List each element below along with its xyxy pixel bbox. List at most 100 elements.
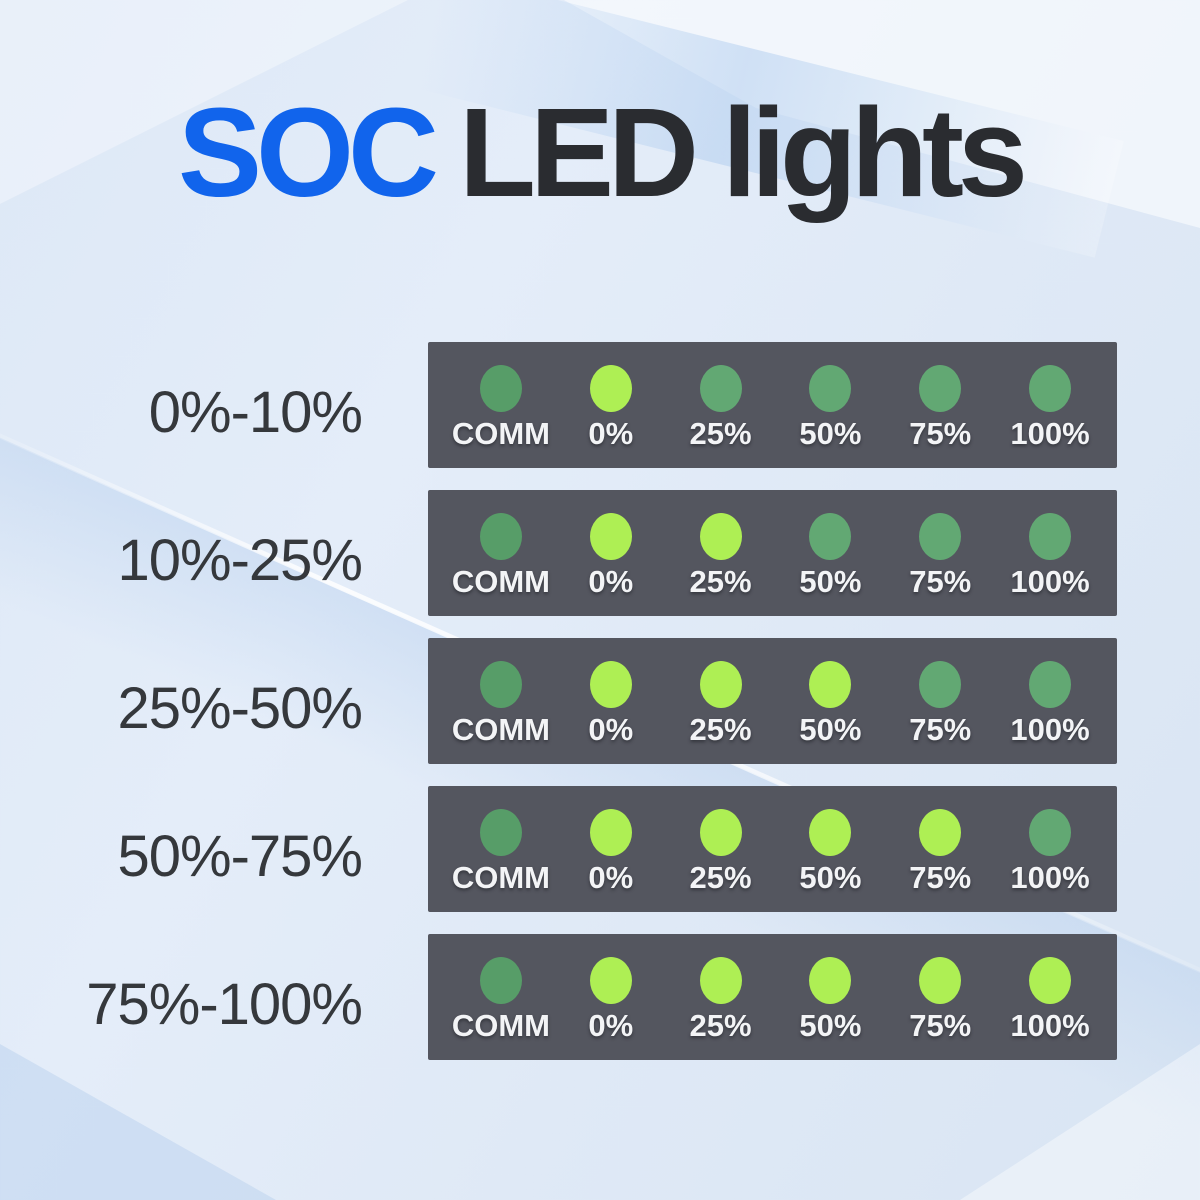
led-label: 0% [588,415,634,451]
led-indicator [699,956,742,1004]
led-cell: 25% [666,642,776,764]
comm-led-indicator [479,808,522,856]
led-panel: COMM 0% 25% 50% 75% 100% [428,638,1117,764]
led-cell: 75% [885,494,995,616]
led-indicator [919,808,962,856]
led-label: 0% [588,1007,634,1043]
led-indicator [699,364,742,412]
soc-range-label: 75%-100% [86,971,363,1037]
led-label: COMM [451,1007,550,1043]
led-indicator [1029,808,1072,856]
led-cell: 100% [995,790,1105,912]
led-cell: COMM [446,938,556,1060]
led-label: 75% [909,415,972,451]
led-cell: 75% [885,346,995,468]
led-label: COMM [451,563,550,599]
page-title: SOC LED lights [0,90,1200,216]
led-cell: COMM [446,494,556,616]
led-label: 0% [588,859,634,895]
soc-range-label: 0%-10% [148,379,363,445]
led-cell: 25% [666,938,776,1060]
led-cell: 75% [885,642,995,764]
led-cell: 0% [556,938,666,1060]
led-label: 50% [799,563,862,599]
led-cell: 75% [885,790,995,912]
led-indicator [1029,660,1072,708]
comm-led-indicator [479,512,522,560]
led-indicator [589,956,632,1004]
led-cell: COMM [446,790,556,912]
title-rest: LED lights [459,82,1028,223]
soc-row: 75%-100% COMM 0% 25% 50% 75% 100% [0,934,1200,1060]
led-label: 25% [689,1007,752,1043]
led-cell: 75% [885,938,995,1060]
led-label: 50% [799,859,862,895]
led-indicator [919,660,962,708]
soc-row: 50%-75% COMM 0% 25% 50% 75% 100% [0,786,1200,912]
led-indicator [1029,364,1072,412]
led-label: 75% [909,859,972,895]
led-indicator [699,660,742,708]
led-cell: COMM [446,346,556,468]
led-cell: 25% [666,346,776,468]
led-cell: 50% [775,938,885,1060]
led-indicator [919,956,962,1004]
led-indicator [589,808,632,856]
led-label: 50% [799,711,862,747]
led-indicator [809,660,852,708]
led-indicator [1029,956,1072,1004]
led-indicator [699,512,742,560]
led-indicator [809,512,852,560]
led-cell: 0% [556,494,666,616]
led-label: 75% [909,711,972,747]
soc-range-label: 50%-75% [117,823,363,889]
led-label: 100% [1010,1007,1090,1043]
led-label: 100% [1010,711,1090,747]
led-indicator [589,660,632,708]
led-cell: 25% [666,790,776,912]
led-label: 0% [588,711,634,747]
led-cell: 0% [556,642,666,764]
led-label: 25% [689,415,752,451]
led-indicator [919,512,962,560]
led-indicator [809,956,852,1004]
led-cell: 50% [775,642,885,764]
led-label: 50% [799,415,862,451]
led-indicator [809,364,852,412]
led-indicator [589,512,632,560]
led-indicator [809,808,852,856]
led-label: 100% [1010,563,1090,599]
led-panel: COMM 0% 25% 50% 75% 100% [428,490,1117,616]
led-label: 25% [689,859,752,895]
soc-row: 10%-25% COMM 0% 25% 50% 75% 100% [0,490,1200,616]
led-label: 50% [799,1007,862,1043]
soc-row: 25%-50% COMM 0% 25% 50% 75% 100% [0,638,1200,764]
soc-range-label: 25%-50% [117,675,363,741]
led-cell: 0% [556,346,666,468]
comm-led-indicator [479,364,522,412]
led-label: COMM [451,859,550,895]
comm-led-indicator [479,956,522,1004]
led-indicator [699,808,742,856]
led-label: 75% [909,563,972,599]
soc-range-label: 10%-25% [117,527,363,593]
led-cell: 50% [775,494,885,616]
led-indicator [589,364,632,412]
title-soc: SOC [177,82,439,223]
led-panel: COMM 0% 25% 50% 75% 100% [428,786,1117,912]
led-label: 0% [588,563,634,599]
led-cell: 50% [775,790,885,912]
led-cell: 100% [995,346,1105,468]
led-cell: 100% [995,494,1105,616]
led-cell: 50% [775,346,885,468]
led-label: COMM [451,415,550,451]
led-label: 25% [689,711,752,747]
led-label: 100% [1010,415,1090,451]
led-panel: COMM 0% 25% 50% 75% 100% [428,934,1117,1060]
led-cell: 0% [556,790,666,912]
led-indicator [919,364,962,412]
led-cell: 100% [995,642,1105,764]
soc-row: 0%-10% COMM 0% 25% 50% 75% 100% [0,342,1200,468]
led-cell: 100% [995,938,1105,1060]
led-label: 75% [909,1007,972,1043]
